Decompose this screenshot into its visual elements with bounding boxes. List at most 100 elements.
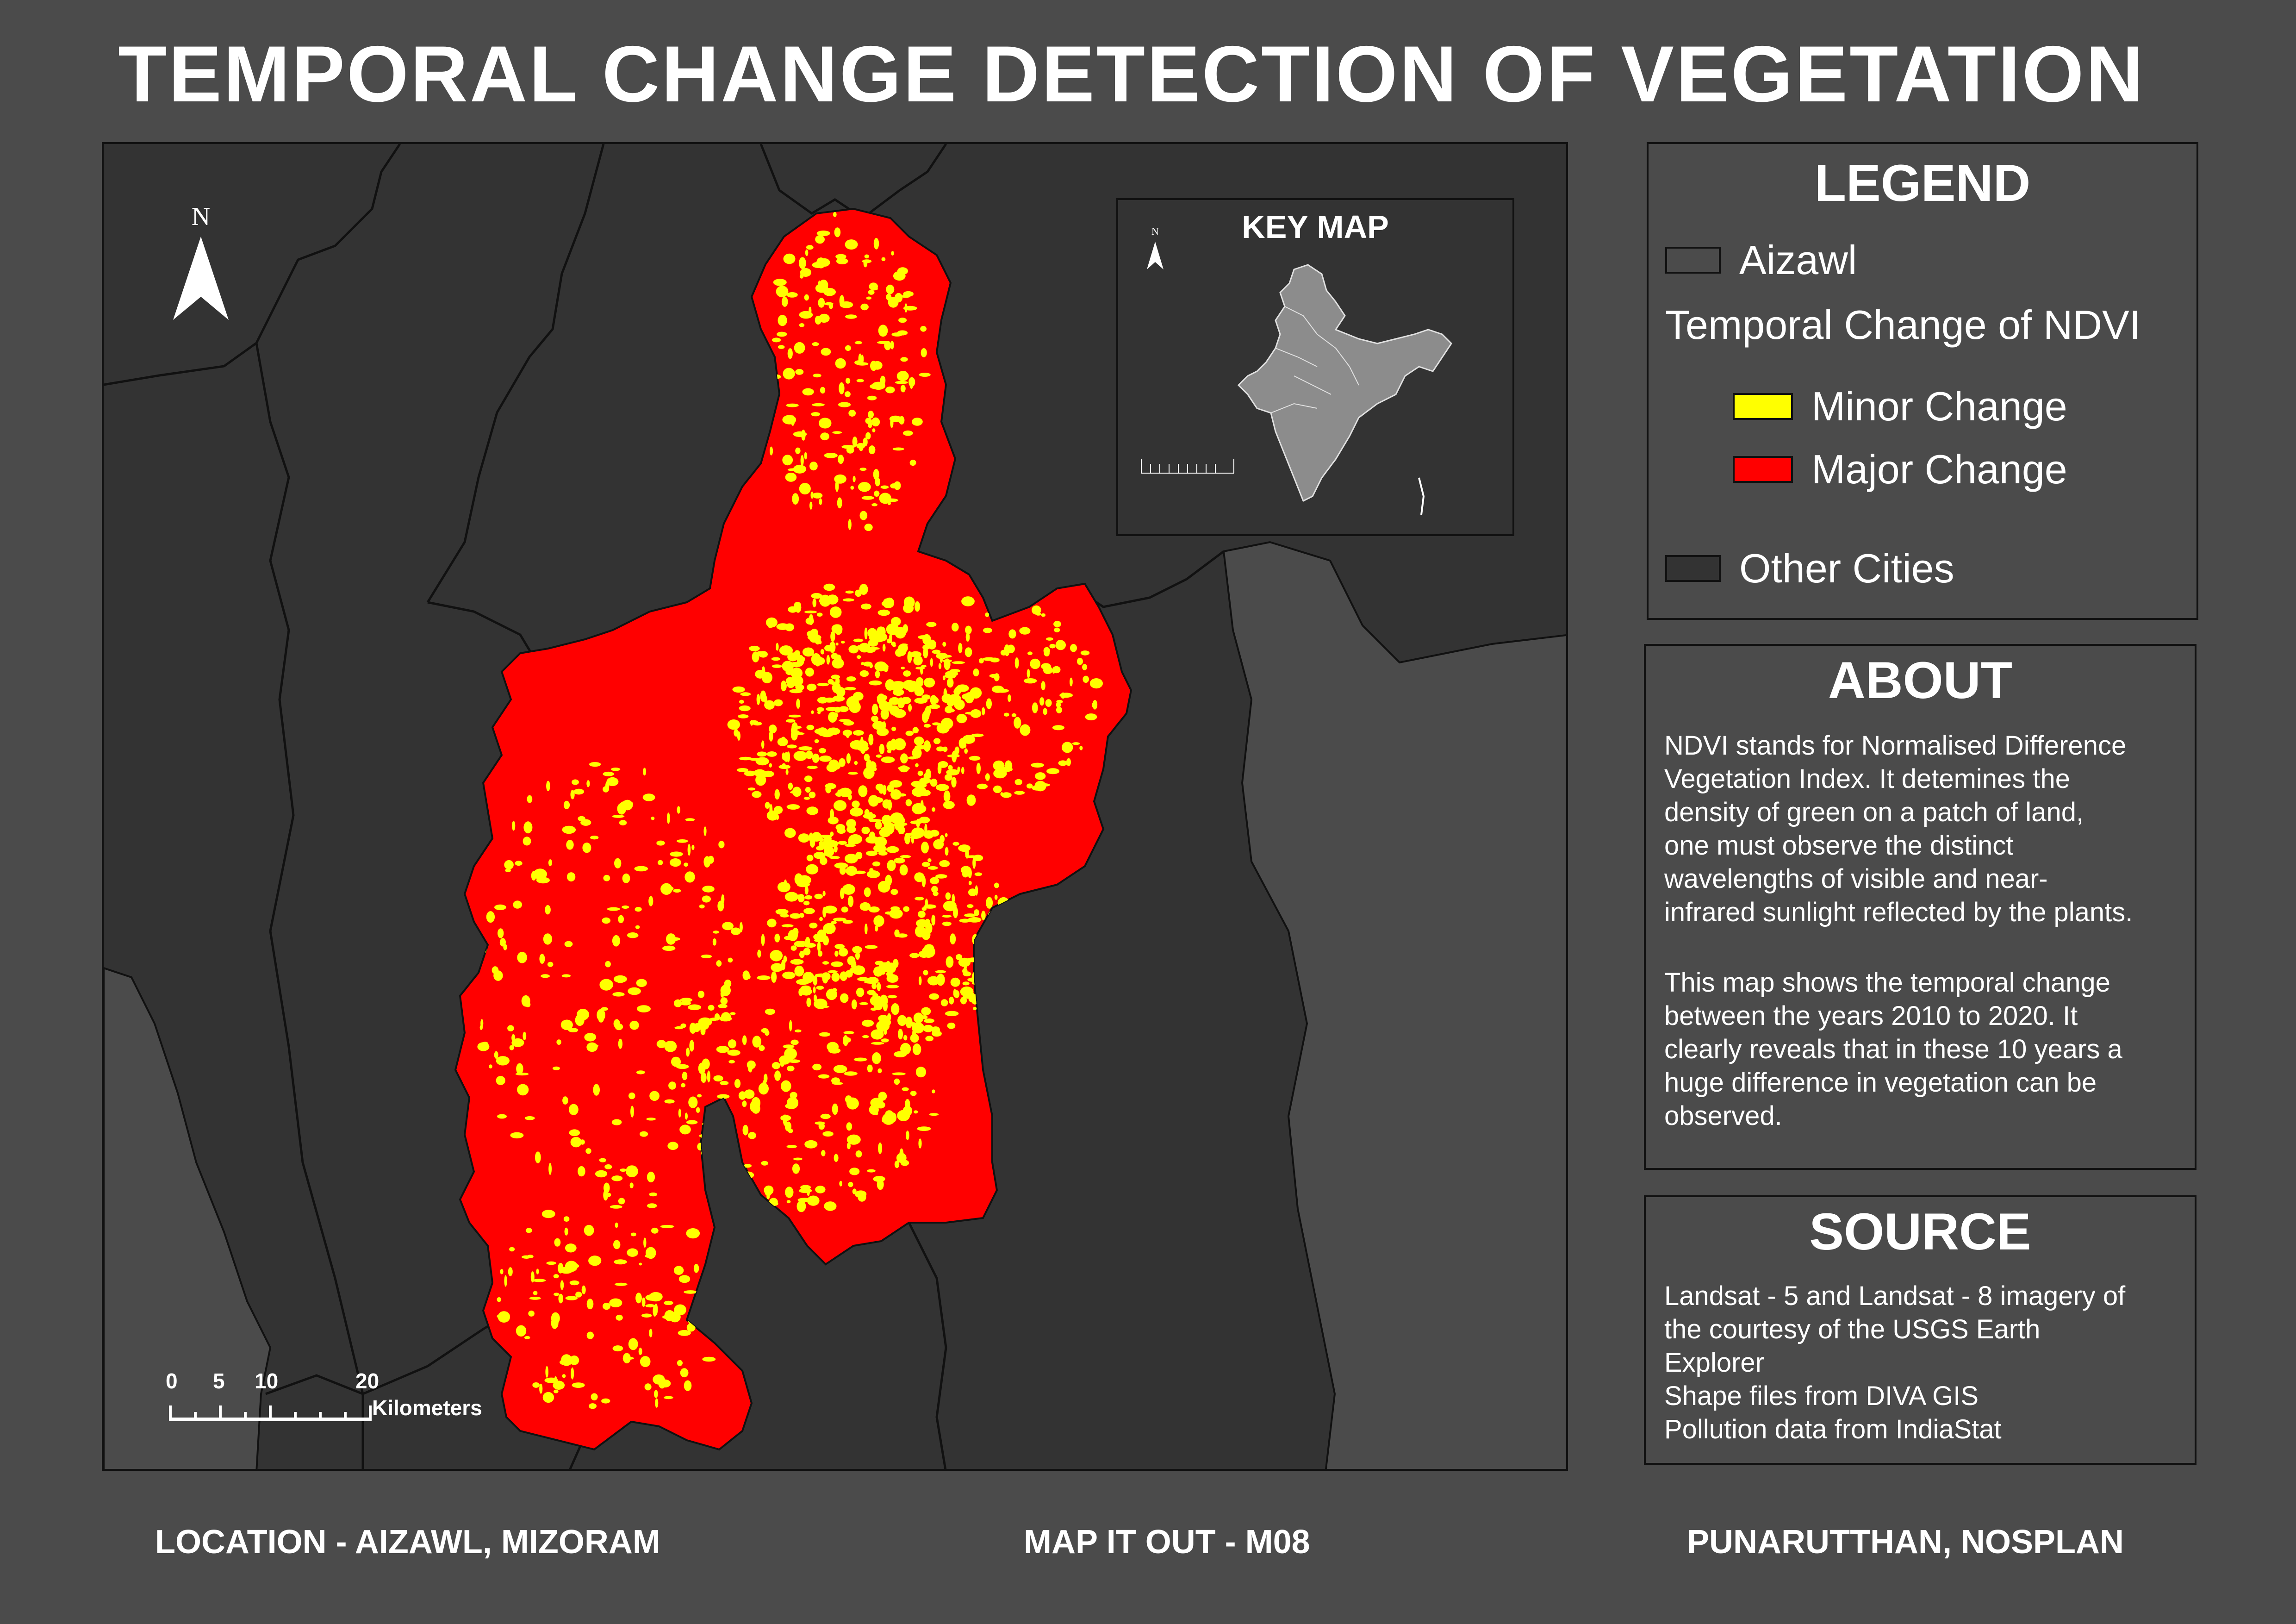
minor-change-patch: [930, 778, 938, 787]
minor-change-patch: [974, 909, 979, 916]
minor-change-patch: [897, 644, 907, 656]
minor-change-patch: [775, 909, 789, 915]
minor-change-patch: [742, 1100, 747, 1107]
minor-change-patch: [783, 368, 795, 380]
minor-change-patch: [845, 590, 854, 594]
minor-change-patch: [855, 1150, 862, 1158]
minor-change-patch: [872, 1052, 881, 1064]
minor-change-patch: [875, 663, 889, 670]
minor-change-patch: [924, 944, 934, 954]
minor-change-patch: [844, 687, 856, 691]
minor-change-patch: [1000, 792, 1003, 796]
minor-change-patch: [940, 999, 948, 1006]
minor-change-patch: [589, 762, 601, 767]
minor-change-patch: [786, 1097, 799, 1109]
minor-change-patch: [680, 998, 693, 1002]
aizawl-minor-change-patches: [473, 212, 1103, 1409]
minor-change-patch: [533, 1291, 538, 1295]
minor-change-patch: [897, 1015, 907, 1026]
minor-change-patch: [848, 519, 852, 530]
minor-change-patch: [925, 1036, 934, 1042]
minor-change-patch: [539, 954, 545, 964]
minor-change-patch: [606, 777, 619, 787]
minor-change-patch: [815, 235, 825, 244]
minor-change-patch: [864, 254, 869, 259]
minor-change-patch: [919, 777, 931, 784]
minor-change-patch: [806, 855, 814, 862]
minor-change-patch: [1053, 620, 1061, 628]
minor-change-patch: [839, 295, 845, 307]
legend-subtitle: Temporal Change of NDVI: [1665, 302, 2141, 348]
north-arrow-icon: N: [164, 202, 238, 327]
minor-change-patch: [591, 1393, 598, 1401]
minor-change-patch: [752, 651, 759, 662]
minor-change-patch: [776, 286, 789, 298]
minor-change-patch: [960, 996, 967, 1005]
minor-change-patch: [834, 800, 847, 811]
minor-change-patch: [761, 934, 765, 946]
minor-change-patch: [697, 1094, 702, 1098]
minor-change-patch: [915, 677, 924, 687]
minor-change-patch: [742, 1124, 749, 1136]
minor-change-patch: [866, 759, 872, 771]
minor-change-patch: [764, 1185, 774, 1195]
minor-change-patch: [752, 791, 762, 798]
minor-change-patch: [1001, 792, 1012, 798]
minor-change-patch: [920, 789, 931, 796]
minor-change-patch: [912, 1043, 921, 1056]
minor-change-patch: [946, 956, 954, 968]
minor-change-patch: [872, 861, 881, 867]
minor-change-patch: [640, 1356, 651, 1368]
minor-change-patch: [924, 1018, 935, 1023]
minor-change-patch: [489, 1064, 492, 1068]
minor-change-patch: [497, 1313, 510, 1319]
neighbour-region-west: [104, 967, 272, 1469]
minor-change-patch: [697, 990, 705, 998]
minor-change-patch: [822, 891, 826, 897]
minor-change-patch: [853, 638, 864, 643]
minor-change-patch: [599, 979, 613, 991]
minor-change-patch: [823, 583, 835, 591]
minor-change-patch: [858, 482, 871, 492]
minor-change-patch: [965, 855, 979, 858]
minor-change-patch: [572, 779, 579, 785]
minor-change-patch: [804, 1140, 818, 1149]
minor-change-patch: [784, 879, 787, 888]
minor-change-patch: [889, 824, 898, 827]
minor-change-patch: [807, 1195, 820, 1206]
minor-change-patch: [913, 782, 927, 788]
source-title: SOURCE: [1809, 1203, 2031, 1261]
minor-change-patch: [892, 644, 896, 647]
minor-change-patch: [606, 1193, 611, 1197]
minor-change-patch: [778, 764, 790, 769]
minor-change-patch: [943, 800, 955, 809]
minor-change-patch: [541, 974, 550, 978]
minor-change-patch: [887, 995, 897, 999]
minor-change-patch: [796, 881, 810, 887]
minor-change-patch: [952, 842, 959, 846]
minor-change-patch: [604, 1164, 612, 1169]
minor-change-patch: [637, 1005, 651, 1012]
minor-change-patch: [880, 375, 886, 385]
minor-change-patch: [790, 945, 797, 951]
minor-change-patch: [809, 306, 812, 315]
minor-change-patch: [696, 1107, 700, 1113]
minor-change-patch: [631, 1232, 636, 1237]
minor-change-patch: [841, 641, 845, 644]
minor-change-patch: [852, 646, 859, 650]
minor-change-patch: [800, 268, 811, 277]
minor-change-patch: [582, 843, 591, 853]
minor-change-patch: [815, 973, 828, 978]
minor-change-patch: [814, 656, 825, 665]
minor-change-patch: [785, 769, 789, 775]
minor-change-patch: [876, 1020, 890, 1032]
minor-change-patch: [963, 743, 967, 748]
minor-change-patch: [819, 835, 832, 838]
minor-change-patch: [856, 362, 869, 366]
minor-change-patch: [764, 700, 775, 710]
minor-change-patch: [818, 1122, 825, 1130]
minor-change-patch: [921, 711, 929, 723]
minor-change-patch: [865, 945, 878, 949]
minor-change-patch: [563, 1216, 570, 1222]
minor-change-patch: [877, 1179, 884, 1190]
